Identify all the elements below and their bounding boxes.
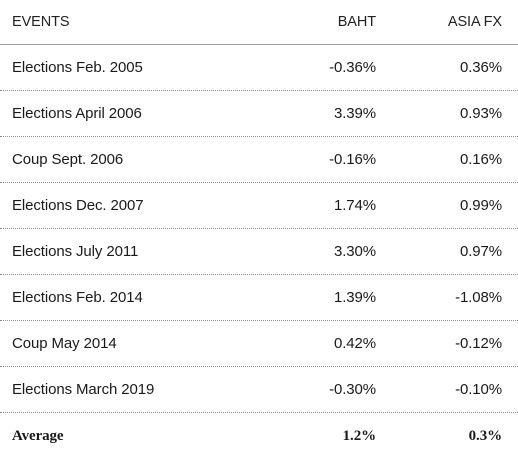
asia-fx-cell: 0.93% [459,105,502,122]
event-cell: Elections July 2011 [12,243,139,260]
event-cell: Elections Feb. 2014 [12,289,143,306]
event-cell: Elections Feb. 2005 [12,59,143,76]
baht-cell: 1.39% [333,289,376,306]
column-header-events: EVENTS [12,14,70,30]
table-row: Coup May 2014 0.42% -0.12% [0,321,518,367]
baht-cell: -0.16% [329,151,376,168]
table-row: Coup Sept. 2006 -0.16% 0.16% [0,137,518,183]
baht-cell: -0.36% [329,59,376,76]
event-cell: Elections Dec. 2007 [12,197,144,214]
asia-fx-cell: 0.36% [459,59,502,76]
baht-cell: 0.42% [333,335,376,352]
baht-cell: 3.30% [333,243,376,260]
event-cell: Coup May 2014 [12,335,117,352]
event-cell: Coup Sept. 2006 [12,151,124,168]
average-label: Average [12,427,64,444]
average-row: Average 1.2% 0.3% [0,413,518,459]
event-cell: Elections March 2019 [12,381,155,398]
column-header-asia-fx: ASIA FX [447,14,502,30]
table-row: Elections March 2019 -0.30% -0.10% [0,367,518,413]
baht-cell: 1.74% [333,197,376,214]
asia-fx-cell: 0.99% [459,197,502,214]
average-asia-fx: 0.3% [468,427,502,444]
table-row: Elections Dec. 2007 1.74% 0.99% [0,183,518,229]
asia-fx-cell: -1.08% [455,289,502,306]
baht-cell: 3.39% [333,105,376,122]
table-row: Elections Feb. 2005 -0.36% 0.36% [0,45,518,91]
asia-fx-cell: -0.10% [455,381,502,398]
average-baht: 1.2% [342,427,376,444]
table-row: Elections Feb. 2014 1.39% -1.08% [0,275,518,321]
baht-cell: -0.30% [329,381,376,398]
table-row: Elections April 2006 3.39% 0.93% [0,91,518,137]
asia-fx-cell: -0.12% [455,335,502,352]
table-row: Elections July 2011 3.30% 0.97% [0,229,518,275]
event-cell: Elections April 2006 [12,105,142,122]
asia-fx-cell: 0.16% [459,151,502,168]
table-header: EVENTS BAHT ASIA FX [0,0,518,45]
column-header-baht: BAHT [337,14,376,30]
asia-fx-cell: 0.97% [459,243,502,260]
